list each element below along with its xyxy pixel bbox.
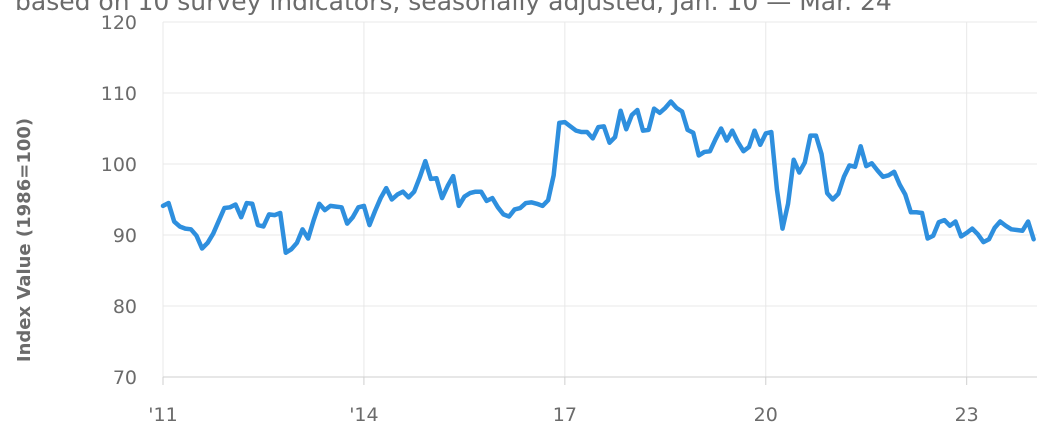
x-tick-label: 20	[754, 404, 778, 423]
x-tick-label: '11	[148, 404, 177, 423]
y-tick-label: 80	[113, 296, 137, 318]
y-axis-label: Index Value (1986=100)	[14, 118, 35, 362]
y-tick-label: 120	[101, 12, 137, 34]
y-tick-label: 70	[113, 367, 137, 389]
y-tick-label: 90	[113, 225, 137, 247]
y-tick-label: 100	[101, 154, 137, 176]
data-line	[160, 99, 1036, 255]
y-tick-label: 110	[101, 83, 137, 105]
x-tick-label: 17	[553, 404, 577, 423]
chart-subtitle: based on 10 survey indicators, seasonall…	[15, 0, 892, 16]
x-tick-label: 23	[955, 404, 979, 423]
x-tick-label: '14	[349, 404, 378, 423]
